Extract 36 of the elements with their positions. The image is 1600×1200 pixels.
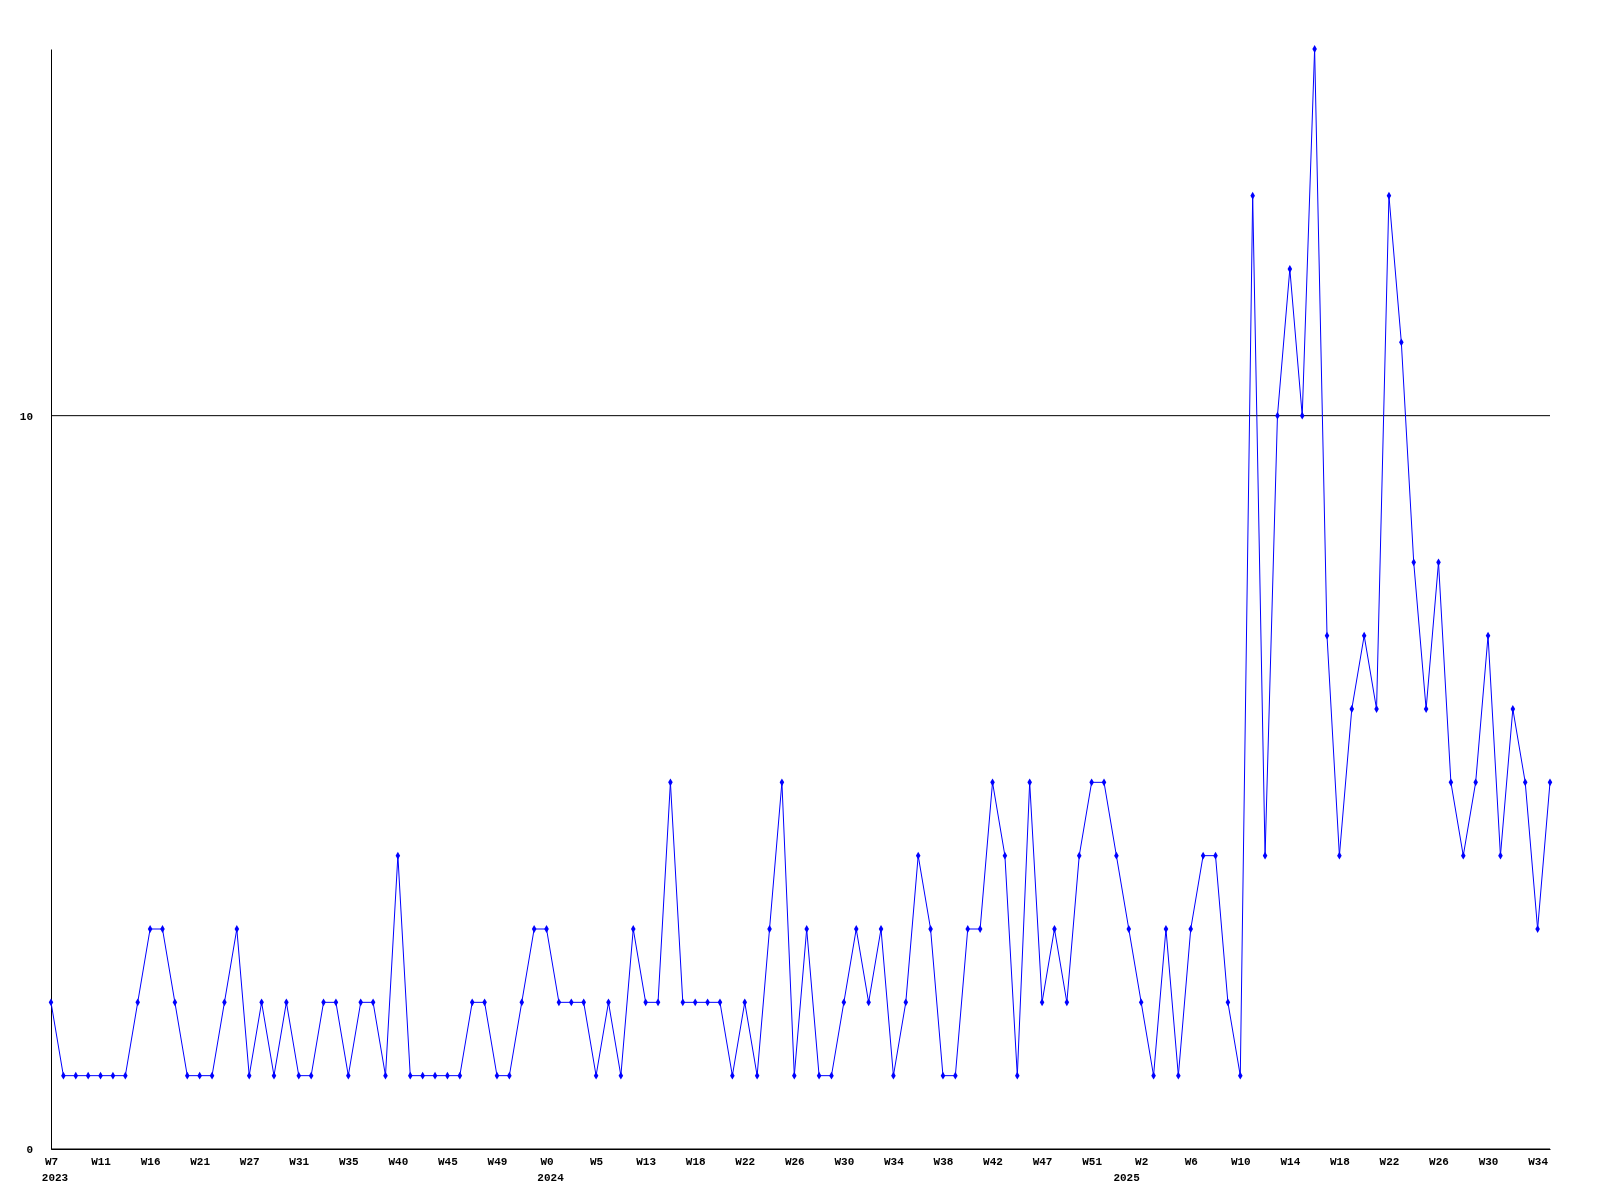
- x-tick-label: W26: [1429, 1155, 1449, 1168]
- x-tick-label: W10: [1230, 1155, 1251, 1168]
- x-tick-label: W6: [1184, 1155, 1198, 1168]
- y-tick-label: 10: [19, 410, 33, 423]
- text: 2024: [537, 1172, 565, 1184]
- x-tick-label: W49: [487, 1155, 508, 1168]
- x-tick-label: W16: [140, 1155, 161, 1168]
- y-tick-label: 0: [26, 1144, 33, 1157]
- x-tick-label: W45: [438, 1155, 459, 1168]
- x-tick-label: W18: [1329, 1155, 1351, 1168]
- x-tick-label: W27: [239, 1155, 260, 1168]
- x-tick-label: W18: [685, 1155, 706, 1168]
- x-tick-label: W40: [388, 1155, 409, 1168]
- x-tick-label: W22: [1379, 1155, 1400, 1168]
- x-tick-label: W34: [1528, 1155, 1549, 1168]
- text: 2023: [41, 1172, 69, 1184]
- x-tick-label: W47: [1032, 1155, 1053, 1168]
- x-tick-label: W14: [1280, 1155, 1301, 1168]
- x-tick-label: W5: [589, 1155, 604, 1168]
- x-tick-label: W30: [834, 1155, 855, 1168]
- x-tick-label: W11: [91, 1155, 112, 1168]
- x-tick-label: W31: [289, 1155, 310, 1168]
- x-tick-label: W22: [735, 1155, 756, 1168]
- x-tick-label: W35: [338, 1155, 360, 1168]
- text: 2025: [1113, 1172, 1141, 1184]
- x-tick-label: W2: [1135, 1155, 1149, 1168]
- x-tick-label: W7: [44, 1155, 59, 1168]
- x-tick-label: W26: [784, 1155, 805, 1168]
- x-tick-label: W13: [636, 1155, 657, 1168]
- x-tick-label: W51: [1082, 1155, 1103, 1168]
- x-tick-label: W21: [190, 1155, 211, 1168]
- x-tick-label: W0: [540, 1155, 554, 1168]
- x-tick-label: W34: [884, 1155, 905, 1168]
- x-tick-label: W42: [983, 1155, 1003, 1168]
- x-tick-label: W30: [1478, 1155, 1499, 1168]
- x-tick-label: W38: [933, 1155, 954, 1168]
